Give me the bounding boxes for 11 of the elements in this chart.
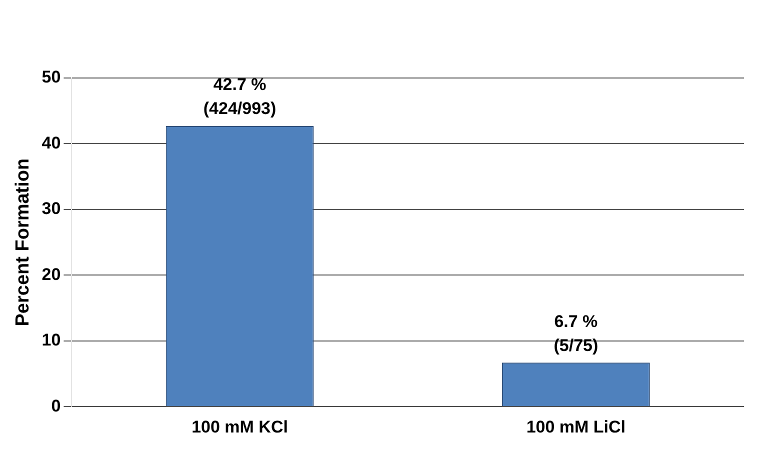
x-tick-label: 100 mM KCl [192,417,288,436]
data-label: 42.7 % (424/993) [203,75,276,118]
y-tick-label: 30 [42,199,61,218]
data-label: 6.7 % (5/75) [554,312,598,355]
y-tick-label: 10 [42,330,61,350]
x-tick-label: 100 mM LiCl [526,417,626,436]
y-axis-title: Percent Formation [12,158,34,326]
y-tick-label: 20 [42,264,61,284]
y-tick-label: 40 [42,133,61,152]
y-tick-label: 0 [51,396,61,416]
y-tick-label: 50 [42,68,61,87]
